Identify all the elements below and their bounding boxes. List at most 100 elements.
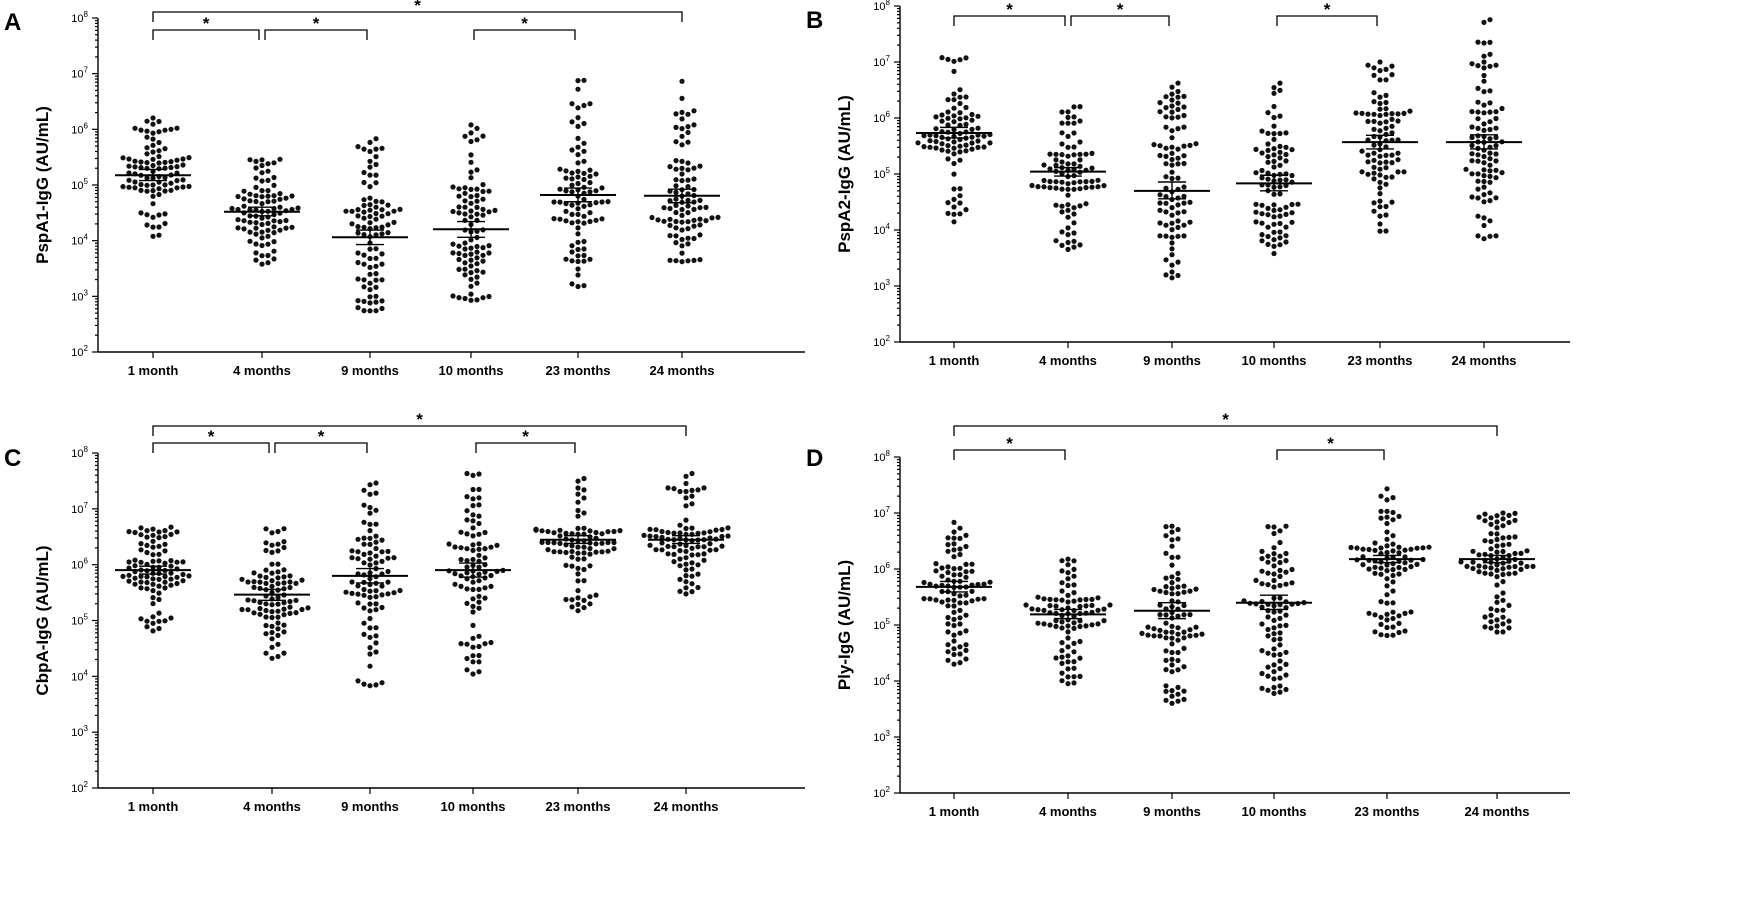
data-point	[229, 205, 235, 212]
data-point	[1487, 150, 1493, 156]
data-point	[138, 210, 144, 216]
data-point	[673, 225, 679, 231]
data-point	[162, 220, 168, 227]
data-point	[1395, 150, 1401, 156]
data-point	[659, 534, 665, 541]
x-tick-label: 24 months	[653, 799, 718, 814]
data-point	[1169, 693, 1175, 699]
data-point	[581, 203, 587, 209]
data-point	[474, 167, 480, 173]
data-point	[1378, 621, 1384, 628]
data-point	[957, 186, 963, 192]
data-point	[557, 540, 563, 547]
data-point	[611, 528, 617, 535]
data-point	[373, 232, 379, 238]
data-point	[1359, 169, 1365, 175]
data-point	[691, 217, 697, 223]
data-point	[581, 544, 587, 550]
data-point	[379, 213, 385, 219]
data-point	[474, 192, 480, 199]
data-point	[569, 211, 575, 217]
data-point	[1265, 176, 1271, 182]
data-point	[464, 655, 470, 662]
data-point	[275, 614, 281, 620]
data-point	[367, 300, 373, 306]
data-point	[945, 629, 951, 635]
data-point	[1175, 195, 1181, 201]
data-point	[1151, 633, 1157, 639]
data-point	[462, 246, 468, 252]
data-point	[951, 572, 957, 578]
data-point	[981, 133, 987, 139]
data-point	[951, 68, 957, 74]
data-point	[945, 136, 951, 142]
data-point	[987, 140, 993, 146]
data-point	[259, 188, 265, 194]
data-point	[1065, 653, 1071, 659]
data-point	[1271, 684, 1277, 691]
data-point	[1407, 108, 1413, 114]
data-point	[1053, 238, 1059, 244]
data-point	[1053, 623, 1059, 630]
data-point	[379, 261, 385, 267]
data-point	[126, 559, 132, 565]
data-point	[1383, 99, 1389, 106]
data-point	[162, 574, 168, 580]
data-point	[1389, 116, 1395, 122]
data-point	[470, 579, 476, 585]
data-point	[575, 105, 581, 111]
data-point	[697, 205, 703, 211]
data-point	[1065, 623, 1071, 629]
data-point	[468, 276, 474, 282]
data-point	[557, 199, 563, 205]
data-point	[1163, 200, 1169, 206]
data-point	[679, 219, 685, 225]
data-point	[476, 471, 482, 477]
data-point	[458, 641, 464, 647]
data-point	[1377, 166, 1383, 172]
data-point	[957, 660, 963, 666]
data-point	[1366, 566, 1372, 572]
data-point	[259, 170, 265, 176]
data-point	[162, 618, 168, 624]
data-point	[695, 544, 701, 550]
data-point	[1360, 554, 1366, 560]
data-point	[1377, 128, 1383, 134]
data-point	[1378, 493, 1384, 499]
data-point	[697, 257, 703, 263]
data-point	[269, 549, 275, 556]
data-point	[468, 257, 474, 263]
data-point	[1506, 602, 1512, 609]
data-point	[653, 534, 659, 540]
data-point	[945, 614, 951, 621]
data-point	[271, 198, 277, 204]
data-point	[1089, 178, 1095, 184]
data-point	[683, 525, 689, 532]
data-point	[1488, 515, 1494, 521]
data-point	[1500, 579, 1506, 585]
significance-bracket	[274, 442, 368, 453]
data-point	[253, 241, 259, 247]
data-point	[963, 569, 969, 575]
data-point	[1277, 220, 1283, 227]
data-point	[1512, 570, 1518, 576]
data-point	[593, 188, 599, 194]
data-point	[1396, 564, 1402, 571]
y-tick-label: 107	[71, 66, 88, 81]
data-point	[1265, 559, 1271, 565]
data-point	[263, 607, 269, 614]
data-point	[581, 120, 587, 127]
data-point	[373, 284, 379, 290]
data-point	[1506, 625, 1512, 631]
data-point	[1271, 164, 1277, 170]
data-point	[1101, 183, 1107, 189]
data-point	[1371, 150, 1377, 156]
data-point	[1163, 524, 1169, 530]
data-point	[144, 542, 150, 549]
data-point	[1476, 563, 1482, 569]
data-point	[1277, 636, 1283, 642]
data-point	[575, 160, 581, 166]
data-point	[373, 172, 379, 178]
data-point	[1059, 580, 1065, 586]
data-point	[1377, 179, 1383, 185]
